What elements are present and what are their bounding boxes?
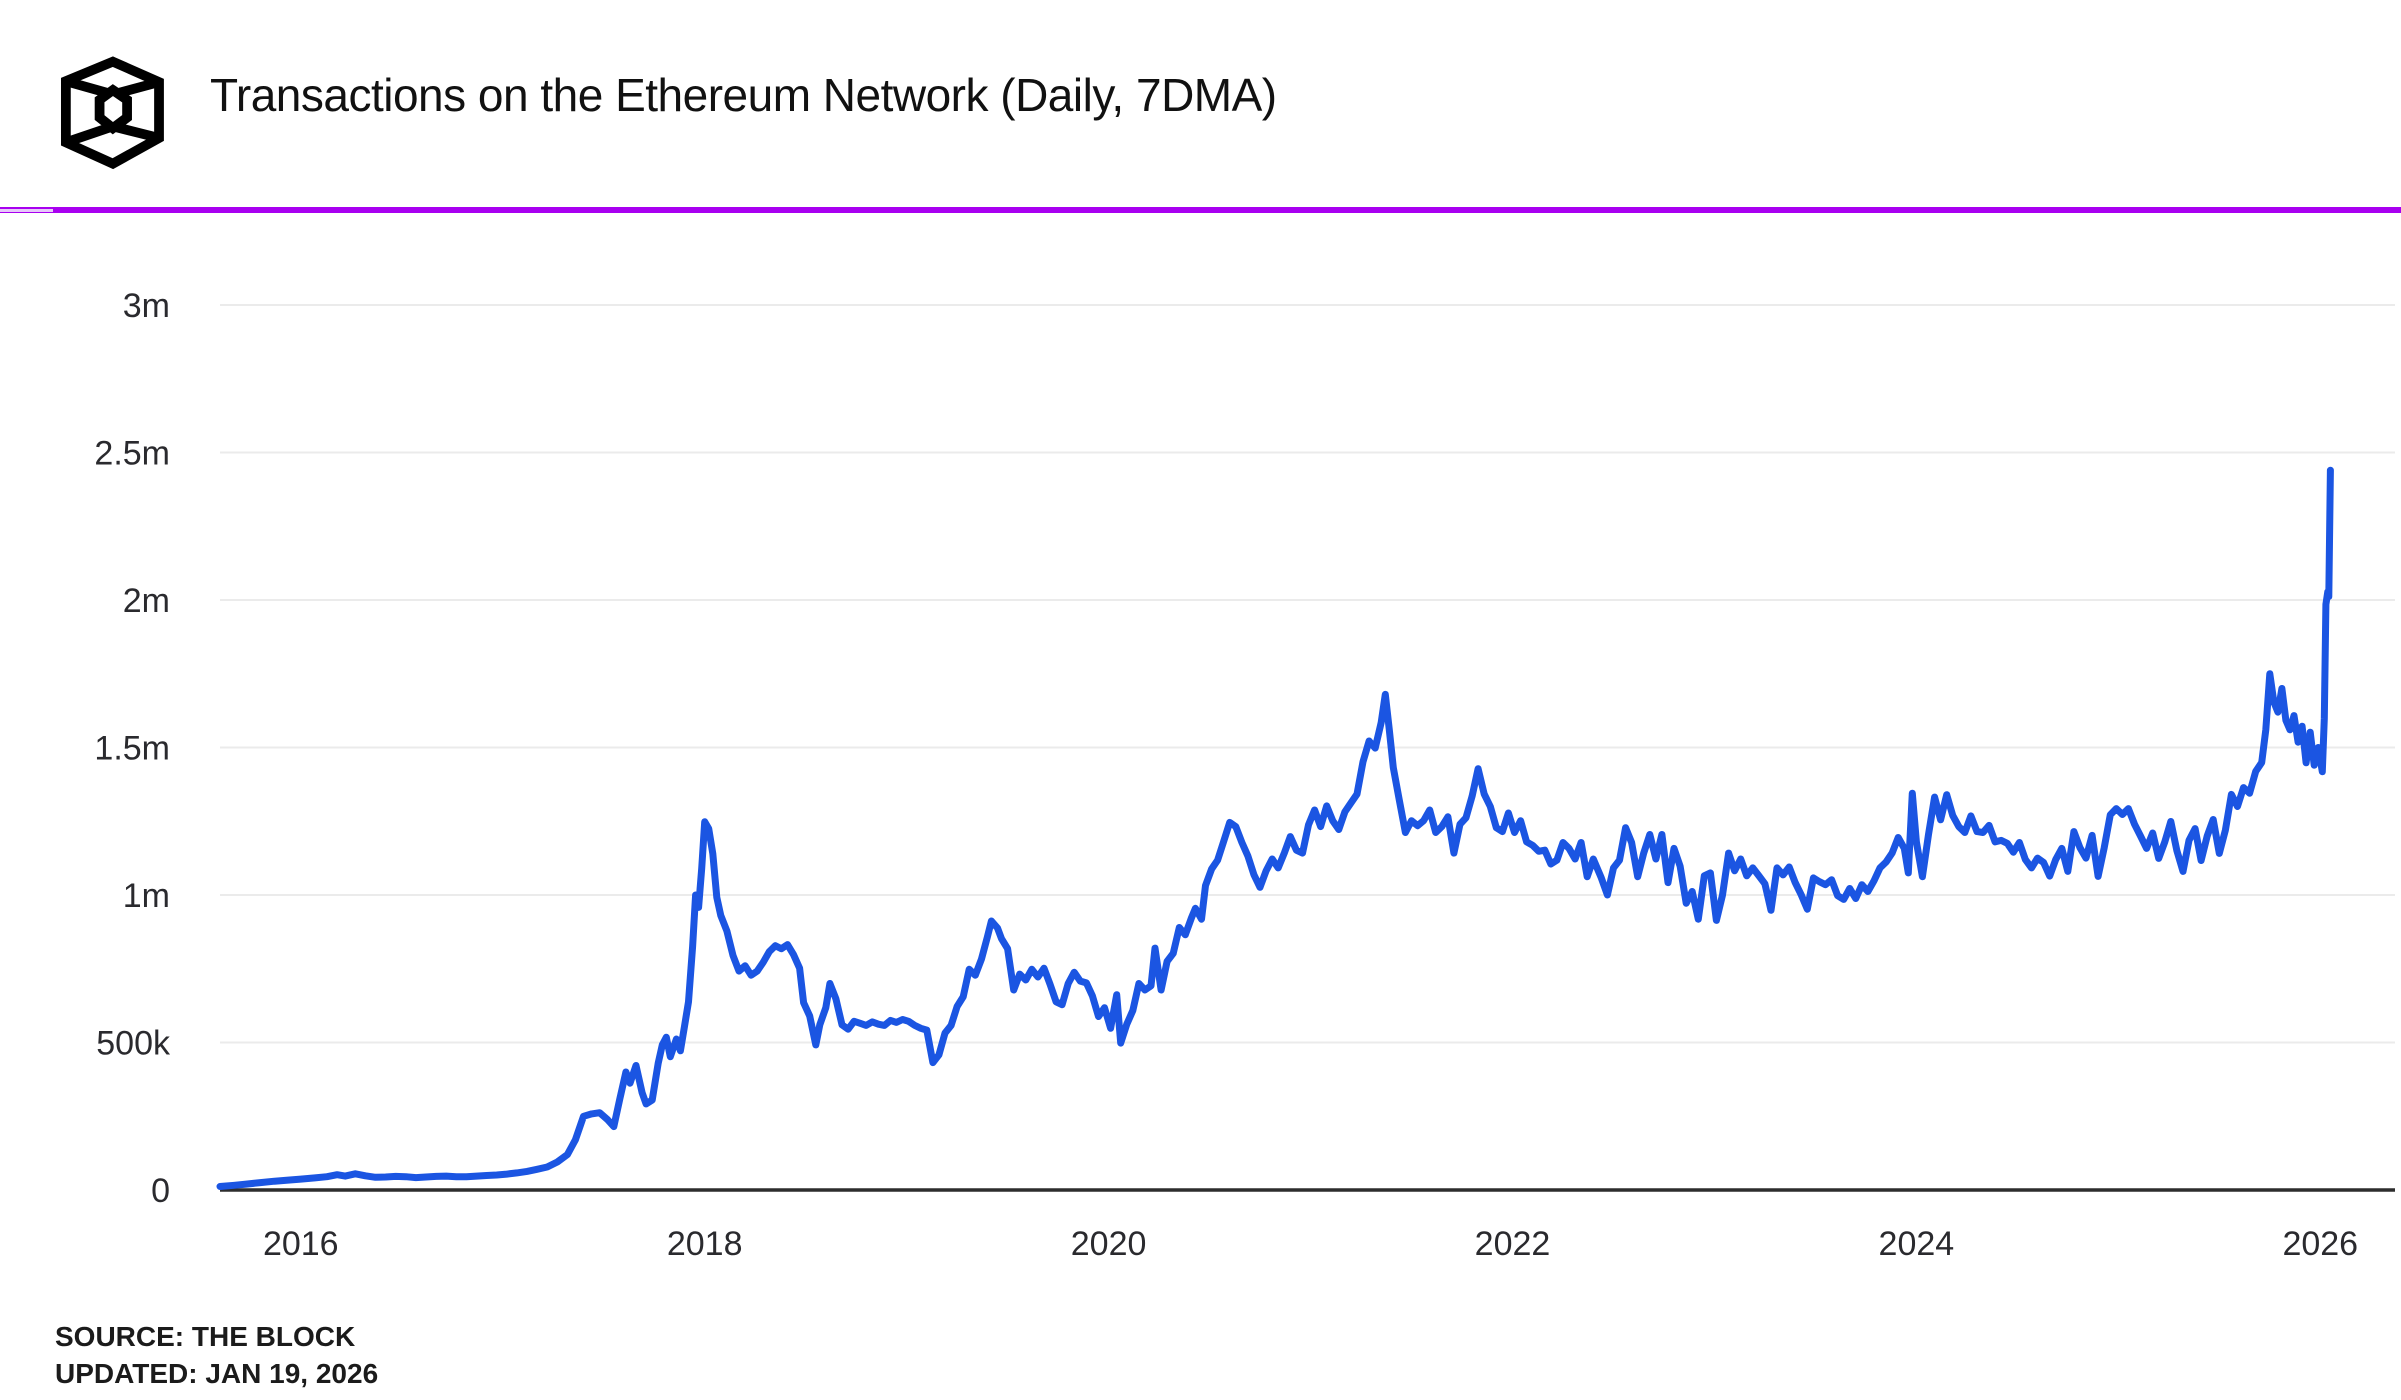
accent-divider	[0, 207, 2401, 213]
source-label: SOURCE: THE BLOCK	[55, 1321, 356, 1352]
y-axis-tick-label: 1m	[123, 877, 170, 915]
accent-divider-light-segment	[0, 209, 53, 212]
series-line-daily-transactions-7dma-	[216, 466, 2334, 1190]
updated-label: UPDATED: JAN 19, 2026	[55, 1358, 379, 1389]
x-axis-tick-label: 2020	[1071, 1225, 1147, 1263]
x-axis-tick-label: 2016	[263, 1225, 339, 1263]
chart-canvas: 0 500k 1m 1.5m 2m 2.5m 3m 2016 2018 2020 2022 2024 2…	[94, 287, 2395, 1263]
y-axis-tick-label: 2m	[123, 582, 170, 620]
x-axis-tick-label: 2026	[2282, 1225, 2358, 1263]
x-axis-tick-label: 2018	[667, 1225, 743, 1263]
the-block-logo-icon	[60, 56, 164, 170]
y-axis-tick-label: 2.5m	[94, 435, 170, 473]
x-axis-tick-label: 2022	[1475, 1225, 1551, 1263]
y-axis-tick-label: 3m	[123, 287, 170, 325]
chart-header: Transactions on the Ethereum Network (Da…	[0, 0, 2401, 213]
transactions-line-chart: 0 500k 1m 1.5m 2m 2.5m 3m 2016 2018 2020 2022 2024 2…	[0, 220, 2401, 1310]
chart-footer: SOURCE: THE BLOCK UPDATED: JAN 19, 2026	[55, 1318, 378, 1392]
page-title: Transactions on the Ethereum Network (Da…	[210, 69, 1277, 121]
y-axis-tick-label: 1.5m	[94, 730, 170, 768]
y-axis-tick-label: 0	[151, 1172, 170, 1210]
y-axis-tick-label: 500k	[96, 1025, 171, 1063]
x-axis-tick-label: 2024	[1879, 1225, 1955, 1263]
